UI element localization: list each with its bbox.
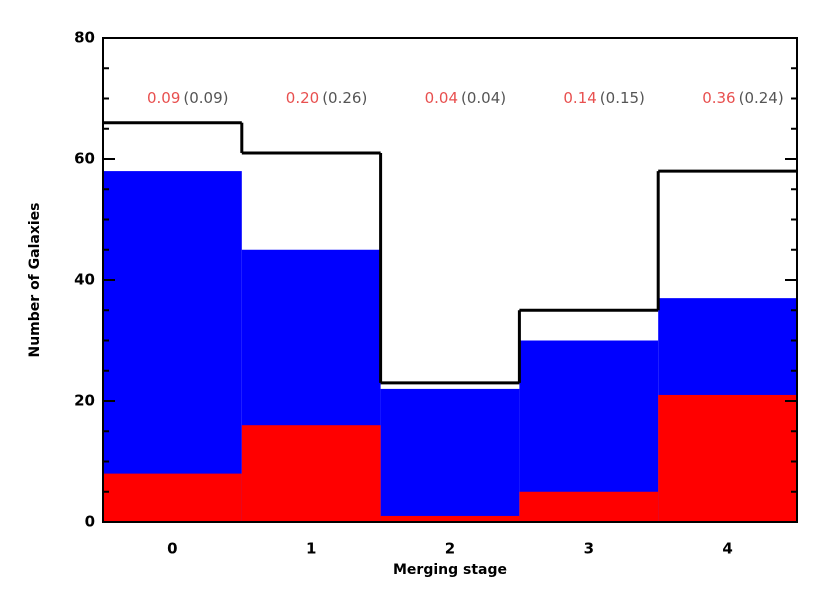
bar — [241, 425, 381, 522]
y-tick-label: 80 — [74, 29, 95, 47]
bar — [380, 388, 520, 522]
bar — [103, 171, 242, 522]
annotation-secondary: (0.24) — [739, 89, 784, 107]
x-axis-label: Merging stage — [393, 562, 507, 578]
y-axis-label: Number of Galaxies — [27, 203, 43, 358]
annotation-primary: 0.20 — [286, 89, 319, 107]
y-tick-label: 0 — [85, 513, 95, 531]
bar — [519, 491, 659, 522]
y-tick-label: 60 — [74, 150, 95, 168]
x-tick-label: 3 — [584, 540, 594, 558]
y-tick-label: 20 — [74, 392, 95, 410]
x-tick-label: 4 — [722, 540, 732, 558]
annotation-primary: 0.09 — [147, 89, 180, 107]
x-tick-label: 2 — [445, 540, 455, 558]
annotation-primary: 0.04 — [425, 89, 458, 107]
y-tick-label: 40 — [74, 271, 95, 289]
annotation-secondary: (0.04) — [461, 89, 506, 107]
bar — [380, 515, 520, 522]
bar — [658, 394, 797, 522]
x-tick-label: 1 — [306, 540, 316, 558]
annotation-secondary: (0.26) — [322, 89, 367, 107]
annotation-secondary: (0.09) — [183, 89, 228, 107]
x-tick-label: 0 — [167, 540, 177, 558]
annotation-primary: 0.36 — [702, 89, 735, 107]
annotation-secondary: (0.15) — [600, 89, 645, 107]
annotation-primary: 0.14 — [563, 89, 596, 107]
bar — [103, 473, 242, 522]
